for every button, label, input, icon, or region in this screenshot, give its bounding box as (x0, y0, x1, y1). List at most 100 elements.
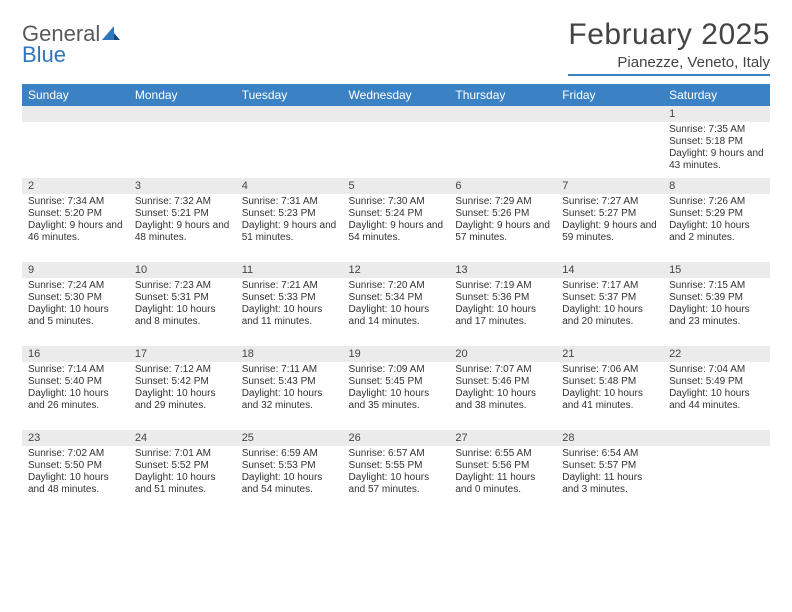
daylight-text: Daylight: 10 hours and 38 minutes. (455, 388, 550, 412)
calendar-cell: 25Sunrise: 6:59 AMSunset: 5:53 PMDayligh… (236, 430, 343, 514)
daylight-text: Daylight: 10 hours and 26 minutes. (28, 388, 123, 412)
daylight-text: Daylight: 10 hours and 54 minutes. (242, 472, 337, 496)
calendar-cell: 26Sunrise: 6:57 AMSunset: 5:55 PMDayligh… (343, 430, 450, 514)
calendar-cell: 10Sunrise: 7:23 AMSunset: 5:31 PMDayligh… (129, 262, 236, 346)
daylight-text: Daylight: 11 hours and 0 minutes. (455, 472, 550, 496)
cell-body: Sunrise: 7:31 AMSunset: 5:23 PMDaylight:… (236, 194, 343, 248)
sunset-text: Sunset: 5:53 PM (242, 460, 337, 472)
calendar-cell (236, 106, 343, 178)
sunset-text: Sunset: 5:45 PM (349, 376, 444, 388)
calendar-cell: 7Sunrise: 7:27 AMSunset: 5:27 PMDaylight… (556, 178, 663, 262)
sunrise-text: Sunrise: 7:19 AM (455, 280, 550, 292)
cell-body: Sunrise: 7:30 AMSunset: 5:24 PMDaylight:… (343, 194, 450, 248)
sunset-text: Sunset: 5:18 PM (669, 136, 764, 148)
sunrise-text: Sunrise: 7:29 AM (455, 196, 550, 208)
day-number: 27 (449, 430, 556, 446)
sunset-text: Sunset: 5:56 PM (455, 460, 550, 472)
weekday-header: Wednesday (343, 84, 450, 106)
sunset-text: Sunset: 5:55 PM (349, 460, 444, 472)
calendar-cell: 15Sunrise: 7:15 AMSunset: 5:39 PMDayligh… (663, 262, 770, 346)
cell-body: Sunrise: 7:15 AMSunset: 5:39 PMDaylight:… (663, 278, 770, 332)
daylight-text: Daylight: 9 hours and 59 minutes. (562, 220, 657, 244)
calendar-cell: 8Sunrise: 7:26 AMSunset: 5:29 PMDaylight… (663, 178, 770, 262)
calendar-head: SundayMondayTuesdayWednesdayThursdayFrid… (22, 84, 770, 106)
daylight-text: Daylight: 10 hours and 57 minutes. (349, 472, 444, 496)
weekday-header: Friday (556, 84, 663, 106)
day-number: 5 (343, 178, 450, 194)
sunrise-text: Sunrise: 7:17 AM (562, 280, 657, 292)
sunrise-text: Sunrise: 7:07 AM (455, 364, 550, 376)
calendar-cell: 4Sunrise: 7:31 AMSunset: 5:23 PMDaylight… (236, 178, 343, 262)
day-number: 3 (129, 178, 236, 194)
day-number: 16 (22, 346, 129, 362)
calendar-cell: 6Sunrise: 7:29 AMSunset: 5:26 PMDaylight… (449, 178, 556, 262)
calendar-cell (22, 106, 129, 178)
cell-body: Sunrise: 6:54 AMSunset: 5:57 PMDaylight:… (556, 446, 663, 500)
month-title: February 2025 (568, 18, 770, 52)
calendar-page: General Blue February 2025 Pianezze, Ven… (0, 0, 792, 524)
day-number: 21 (556, 346, 663, 362)
daylight-text: Daylight: 10 hours and 51 minutes. (135, 472, 230, 496)
day-number (22, 106, 129, 122)
title-block: February 2025 Pianezze, Veneto, Italy (568, 18, 770, 76)
calendar-cell: 1Sunrise: 7:35 AMSunset: 5:18 PMDaylight… (663, 106, 770, 178)
sunset-text: Sunset: 5:49 PM (669, 376, 764, 388)
calendar-cell: 22Sunrise: 7:04 AMSunset: 5:49 PMDayligh… (663, 346, 770, 430)
brand-word2: Blue (22, 42, 66, 67)
daylight-text: Daylight: 10 hours and 11 minutes. (242, 304, 337, 328)
daylight-text: Daylight: 9 hours and 54 minutes. (349, 220, 444, 244)
weekday-header: Thursday (449, 84, 556, 106)
daylight-text: Daylight: 9 hours and 48 minutes. (135, 220, 230, 244)
sunrise-text: Sunrise: 7:09 AM (349, 364, 444, 376)
cell-body: Sunrise: 7:29 AMSunset: 5:26 PMDaylight:… (449, 194, 556, 248)
location-text: Pianezze, Veneto, Italy (568, 54, 770, 71)
sunrise-text: Sunrise: 7:34 AM (28, 196, 123, 208)
calendar-cell: 2Sunrise: 7:34 AMSunset: 5:20 PMDaylight… (22, 178, 129, 262)
day-number: 26 (343, 430, 450, 446)
calendar-table: SundayMondayTuesdayWednesdayThursdayFrid… (22, 84, 770, 514)
calendar-cell: 14Sunrise: 7:17 AMSunset: 5:37 PMDayligh… (556, 262, 663, 346)
sunrise-text: Sunrise: 7:30 AM (349, 196, 444, 208)
cell-body: Sunrise: 7:09 AMSunset: 5:45 PMDaylight:… (343, 362, 450, 416)
cell-body: Sunrise: 7:20 AMSunset: 5:34 PMDaylight:… (343, 278, 450, 332)
calendar-cell: 28Sunrise: 6:54 AMSunset: 5:57 PMDayligh… (556, 430, 663, 514)
cell-body: Sunrise: 7:02 AMSunset: 5:50 PMDaylight:… (22, 446, 129, 500)
sunset-text: Sunset: 5:57 PM (562, 460, 657, 472)
sunrise-text: Sunrise: 7:26 AM (669, 196, 764, 208)
cell-body: Sunrise: 7:21 AMSunset: 5:33 PMDaylight:… (236, 278, 343, 332)
sunrise-text: Sunrise: 7:11 AM (242, 364, 337, 376)
top-bar: General Blue February 2025 Pianezze, Ven… (22, 18, 770, 76)
calendar-cell: 3Sunrise: 7:32 AMSunset: 5:21 PMDaylight… (129, 178, 236, 262)
sunrise-text: Sunrise: 7:20 AM (349, 280, 444, 292)
cell-body: Sunrise: 7:34 AMSunset: 5:20 PMDaylight:… (22, 194, 129, 248)
sunrise-text: Sunrise: 7:02 AM (28, 448, 123, 460)
daylight-text: Daylight: 9 hours and 46 minutes. (28, 220, 123, 244)
cell-body: Sunrise: 7:32 AMSunset: 5:21 PMDaylight:… (129, 194, 236, 248)
day-number: 8 (663, 178, 770, 194)
sunset-text: Sunset: 5:29 PM (669, 208, 764, 220)
sunset-text: Sunset: 5:23 PM (242, 208, 337, 220)
sunrise-text: Sunrise: 7:15 AM (669, 280, 764, 292)
sunset-text: Sunset: 5:34 PM (349, 292, 444, 304)
cell-body: Sunrise: 7:35 AMSunset: 5:18 PMDaylight:… (663, 122, 770, 176)
calendar-cell (663, 430, 770, 514)
calendar-cell: 27Sunrise: 6:55 AMSunset: 5:56 PMDayligh… (449, 430, 556, 514)
cell-body: Sunrise: 7:24 AMSunset: 5:30 PMDaylight:… (22, 278, 129, 332)
sunrise-text: Sunrise: 7:14 AM (28, 364, 123, 376)
day-number: 19 (343, 346, 450, 362)
daylight-text: Daylight: 10 hours and 41 minutes. (562, 388, 657, 412)
sunrise-text: Sunrise: 7:31 AM (242, 196, 337, 208)
cell-body: Sunrise: 7:17 AMSunset: 5:37 PMDaylight:… (556, 278, 663, 332)
day-number: 14 (556, 262, 663, 278)
calendar-week: 2Sunrise: 7:34 AMSunset: 5:20 PMDaylight… (22, 178, 770, 262)
cell-body: Sunrise: 7:12 AMSunset: 5:42 PMDaylight:… (129, 362, 236, 416)
daylight-text: Daylight: 11 hours and 3 minutes. (562, 472, 657, 496)
day-number (129, 106, 236, 122)
sunset-text: Sunset: 5:33 PM (242, 292, 337, 304)
day-number (663, 430, 770, 446)
calendar-cell: 5Sunrise: 7:30 AMSunset: 5:24 PMDaylight… (343, 178, 450, 262)
sunset-text: Sunset: 5:46 PM (455, 376, 550, 388)
calendar-cell: 23Sunrise: 7:02 AMSunset: 5:50 PMDayligh… (22, 430, 129, 514)
daylight-text: Daylight: 10 hours and 48 minutes. (28, 472, 123, 496)
sunset-text: Sunset: 5:30 PM (28, 292, 123, 304)
